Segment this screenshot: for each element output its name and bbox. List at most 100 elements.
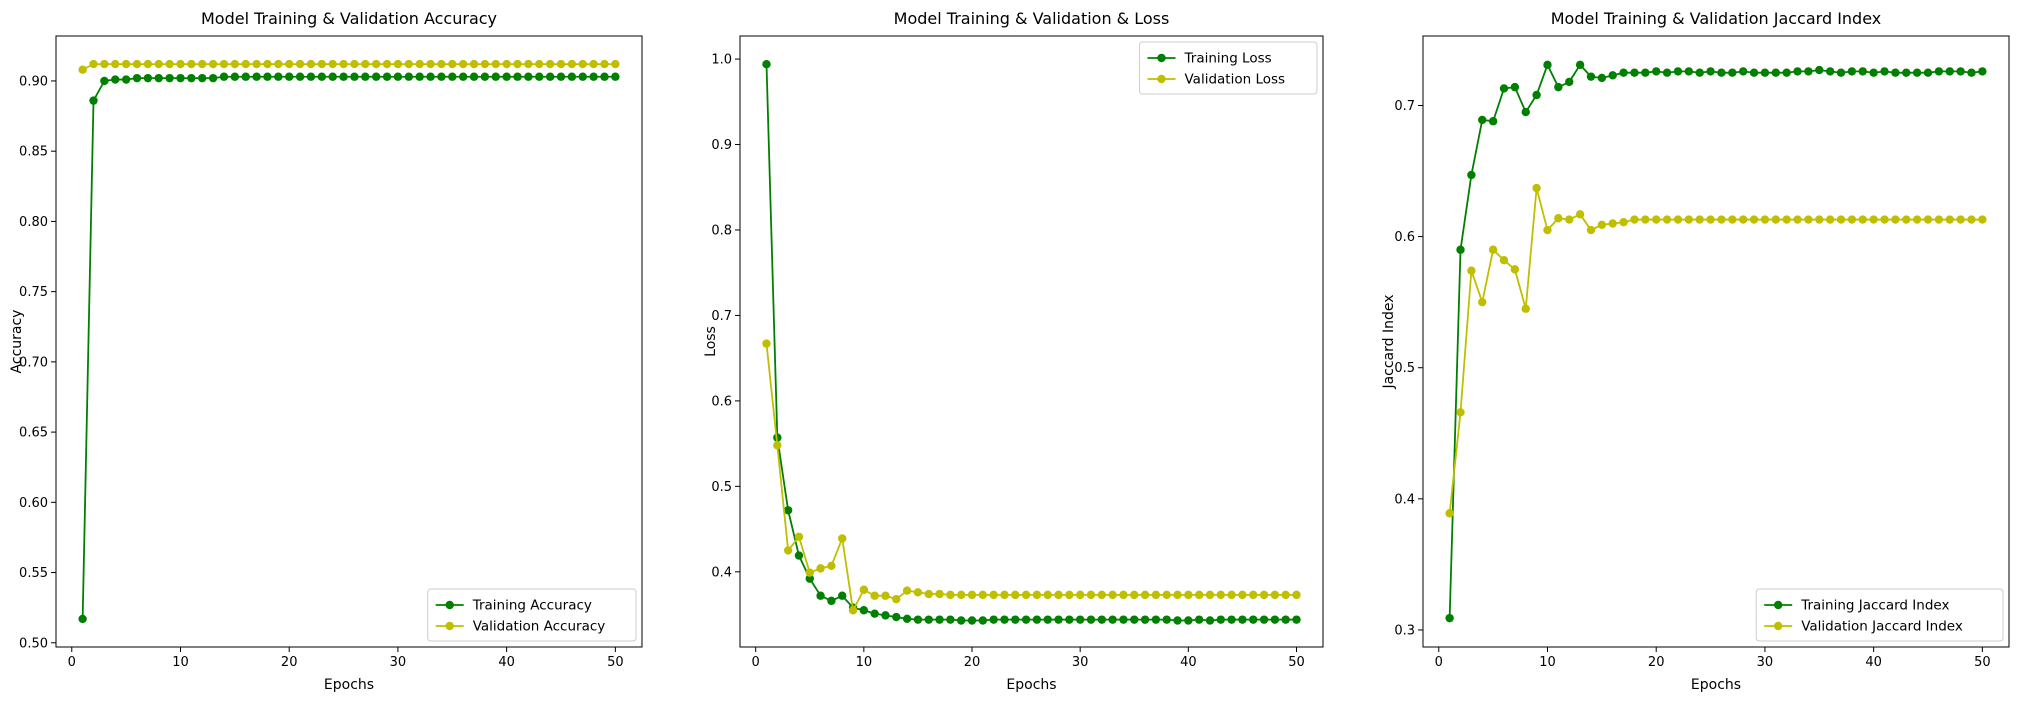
data-point bbox=[913, 615, 923, 624]
data-point bbox=[1259, 615, 1269, 624]
legend-marker bbox=[445, 600, 454, 610]
data-point bbox=[1162, 615, 1171, 624]
legend-label: Training Accuracy bbox=[472, 598, 592, 614]
data-point bbox=[989, 615, 998, 624]
data-point bbox=[1565, 77, 1574, 87]
data-point bbox=[274, 72, 283, 81]
data-point bbox=[404, 59, 413, 69]
data-point bbox=[1478, 297, 1487, 307]
data-point bbox=[1597, 220, 1607, 230]
axis-ticks: 0 10 20 30 40 50 0.3 0.4 0.5 0.6 0.7 bbox=[1394, 99, 1990, 670]
data-point bbox=[783, 506, 793, 515]
legend-label: Validation Loss bbox=[1185, 72, 1286, 88]
data-point bbox=[1967, 215, 1976, 224]
data-point bbox=[1119, 615, 1128, 624]
data-point bbox=[154, 59, 163, 69]
x-tick-label: 0 bbox=[752, 655, 760, 670]
data-point bbox=[404, 72, 413, 81]
x-tick-label: 30 bbox=[1757, 655, 1774, 670]
data-point bbox=[1184, 616, 1193, 625]
data-point bbox=[1054, 590, 1063, 600]
jaccard-chart-panel: Model Training & Validation Jaccard Inde… bbox=[1381, 9, 2010, 693]
data-point bbox=[448, 59, 457, 69]
data-point bbox=[1032, 590, 1042, 600]
y-tick-label: 0.70 bbox=[19, 355, 48, 370]
data-point bbox=[978, 616, 988, 625]
data-point bbox=[556, 72, 566, 81]
data-point bbox=[1119, 590, 1128, 600]
data-point bbox=[773, 441, 782, 450]
data-point bbox=[1782, 68, 1791, 77]
data-point bbox=[241, 72, 250, 81]
legend-box bbox=[1755, 588, 2004, 642]
data-point bbox=[1652, 215, 1661, 224]
data-point bbox=[838, 591, 847, 600]
y-tick-label: 0.80 bbox=[19, 215, 48, 230]
chart-title: Model Training & Validation Accuracy bbox=[201, 9, 497, 28]
data-point bbox=[1706, 215, 1715, 224]
data-point bbox=[1097, 615, 1107, 624]
series-training bbox=[762, 59, 1301, 625]
data-point bbox=[1869, 215, 1878, 224]
data-point bbox=[1021, 590, 1031, 600]
data-point bbox=[838, 534, 847, 543]
x-tick-label: 50 bbox=[1288, 655, 1305, 670]
y-tick-label: 1.0 bbox=[711, 53, 732, 68]
data-point bbox=[1695, 215, 1704, 224]
data-point bbox=[1804, 215, 1813, 224]
data-point bbox=[935, 615, 944, 624]
data-point bbox=[208, 59, 218, 69]
y-tick-label: 0.9 bbox=[711, 138, 732, 153]
data-point bbox=[1869, 68, 1878, 77]
data-point bbox=[1836, 215, 1846, 224]
data-point bbox=[437, 72, 446, 81]
data-point bbox=[1021, 615, 1031, 624]
data-point bbox=[132, 73, 142, 83]
data-point bbox=[1238, 615, 1247, 624]
data-point bbox=[350, 59, 359, 69]
data-point bbox=[1684, 67, 1694, 76]
plot-area bbox=[78, 59, 620, 624]
data-point bbox=[1575, 210, 1585, 219]
data-point bbox=[176, 59, 185, 69]
data-point bbox=[946, 590, 955, 600]
legend-marker bbox=[1157, 74, 1166, 84]
data-point bbox=[382, 59, 392, 69]
data-point bbox=[1934, 67, 1944, 76]
data-point bbox=[1825, 215, 1835, 224]
data-point bbox=[578, 72, 587, 81]
data-point bbox=[783, 546, 793, 555]
data-point bbox=[1923, 215, 1933, 224]
data-point bbox=[848, 606, 858, 615]
data-point bbox=[415, 72, 424, 81]
y-tick-label: 0.50 bbox=[19, 636, 48, 651]
legend-marker bbox=[1157, 53, 1166, 63]
data-point bbox=[393, 72, 403, 81]
data-point bbox=[805, 568, 814, 577]
data-point bbox=[859, 585, 869, 594]
x-tick-label: 40 bbox=[1180, 655, 1197, 670]
data-point bbox=[1499, 84, 1509, 93]
data-point bbox=[1000, 615, 1009, 624]
data-point bbox=[219, 59, 229, 69]
data-point bbox=[415, 59, 424, 69]
data-point bbox=[1641, 68, 1650, 77]
data-point bbox=[198, 59, 207, 69]
data-point bbox=[1011, 590, 1020, 600]
data-point bbox=[230, 72, 240, 81]
series-validation bbox=[1445, 183, 1987, 518]
data-point bbox=[1967, 68, 1976, 77]
data-point bbox=[545, 72, 555, 81]
data-point bbox=[1086, 615, 1096, 624]
data-point bbox=[1281, 615, 1290, 624]
data-point bbox=[794, 532, 804, 541]
data-point bbox=[1945, 215, 1954, 224]
data-point bbox=[1662, 215, 1672, 224]
data-point bbox=[1140, 615, 1150, 624]
data-point bbox=[1043, 615, 1052, 624]
data-point bbox=[285, 72, 294, 81]
data-point bbox=[978, 590, 988, 600]
data-point bbox=[1456, 245, 1465, 254]
data-point bbox=[1945, 67, 1954, 76]
data-point bbox=[187, 73, 196, 83]
